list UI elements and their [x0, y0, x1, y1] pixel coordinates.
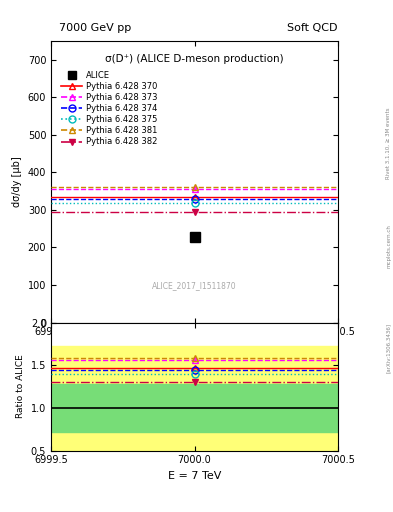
Y-axis label: Ratio to ALICE: Ratio to ALICE: [16, 355, 25, 418]
Text: σ(D⁺) (ALICE D-meson production): σ(D⁺) (ALICE D-meson production): [105, 54, 284, 63]
Y-axis label: dσ/dy [μb]: dσ/dy [μb]: [12, 156, 22, 207]
Text: Rivet 3.1.10, ≥ 3M events: Rivet 3.1.10, ≥ 3M events: [386, 108, 391, 179]
Text: ALICE_2017_I1511870: ALICE_2017_I1511870: [152, 282, 237, 290]
X-axis label: E = 7 TeV: E = 7 TeV: [168, 471, 221, 481]
Text: mcplots.cern.ch: mcplots.cern.ch: [386, 224, 391, 268]
Legend: ALICE, Pythia 6.428 370, Pythia 6.428 373, Pythia 6.428 374, Pythia 6.428 375, P: ALICE, Pythia 6.428 370, Pythia 6.428 37…: [58, 68, 160, 150]
Text: 7000 GeV pp: 7000 GeV pp: [59, 23, 131, 33]
Text: [arXiv:1306.3436]: [arXiv:1306.3436]: [386, 323, 391, 373]
Text: Soft QCD: Soft QCD: [288, 23, 338, 33]
